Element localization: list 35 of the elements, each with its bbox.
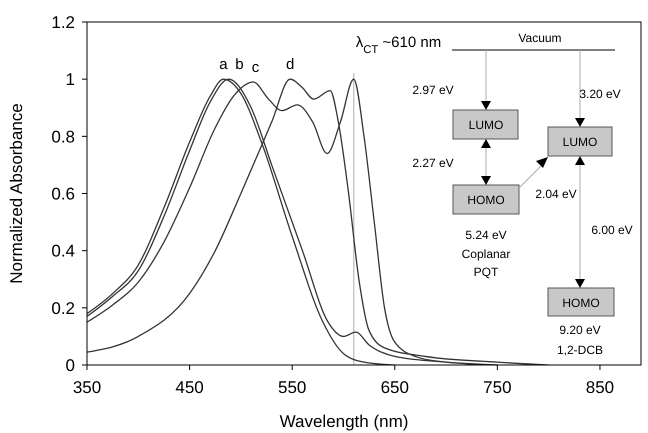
series-label: b xyxy=(235,56,244,74)
y-axis-title: Normalized Absorbance xyxy=(7,103,26,284)
annotation: LUMO xyxy=(468,118,504,132)
annotation: 2.04 eV xyxy=(535,187,577,201)
annotation: PQT xyxy=(474,265,499,279)
annotation: HOMO xyxy=(467,193,505,207)
x-tick-label: 850 xyxy=(586,378,614,397)
annotation: 9.20 eV xyxy=(559,323,601,337)
annotation: 2.97 eV xyxy=(412,83,454,97)
series-label: d xyxy=(286,56,294,74)
x-tick-label: 650 xyxy=(380,378,409,397)
y-tick-label: 0.4 xyxy=(51,242,75,261)
x-tick-label: 350 xyxy=(72,378,102,397)
x-tick-label: 550 xyxy=(278,378,306,397)
annotation: 5.24 eV xyxy=(465,228,507,242)
series-label: a xyxy=(219,56,228,74)
annotation: 3.20 eV xyxy=(579,87,621,101)
y-tick-label: 0.8 xyxy=(51,127,75,146)
annotation: HOMO xyxy=(562,296,600,310)
ref-line-label: λ$_{CT}$ ~610 nm xyxy=(356,34,442,56)
series-label: c xyxy=(252,59,260,76)
x-axis-title: Wavelength (nm) xyxy=(280,412,408,431)
annotation: 2.27 eV xyxy=(412,156,454,170)
y-tick-label: 0 xyxy=(66,356,75,375)
y-tick-label: 0.6 xyxy=(51,184,75,204)
x-tick-label: 750 xyxy=(483,378,512,397)
y-tick-label: 1.2 xyxy=(51,13,75,32)
annotation: 1,2-DCB xyxy=(556,343,604,357)
annotation: 6.00 eV xyxy=(591,223,633,237)
annotation: Vacuum xyxy=(518,31,562,45)
y-tick-label: 1 xyxy=(66,70,75,90)
annotation: Coplanar xyxy=(462,247,510,261)
x-tick-label: 450 xyxy=(175,378,204,397)
y-tick-label: 0.2 xyxy=(51,298,75,318)
annotation: LUMO xyxy=(562,135,598,149)
